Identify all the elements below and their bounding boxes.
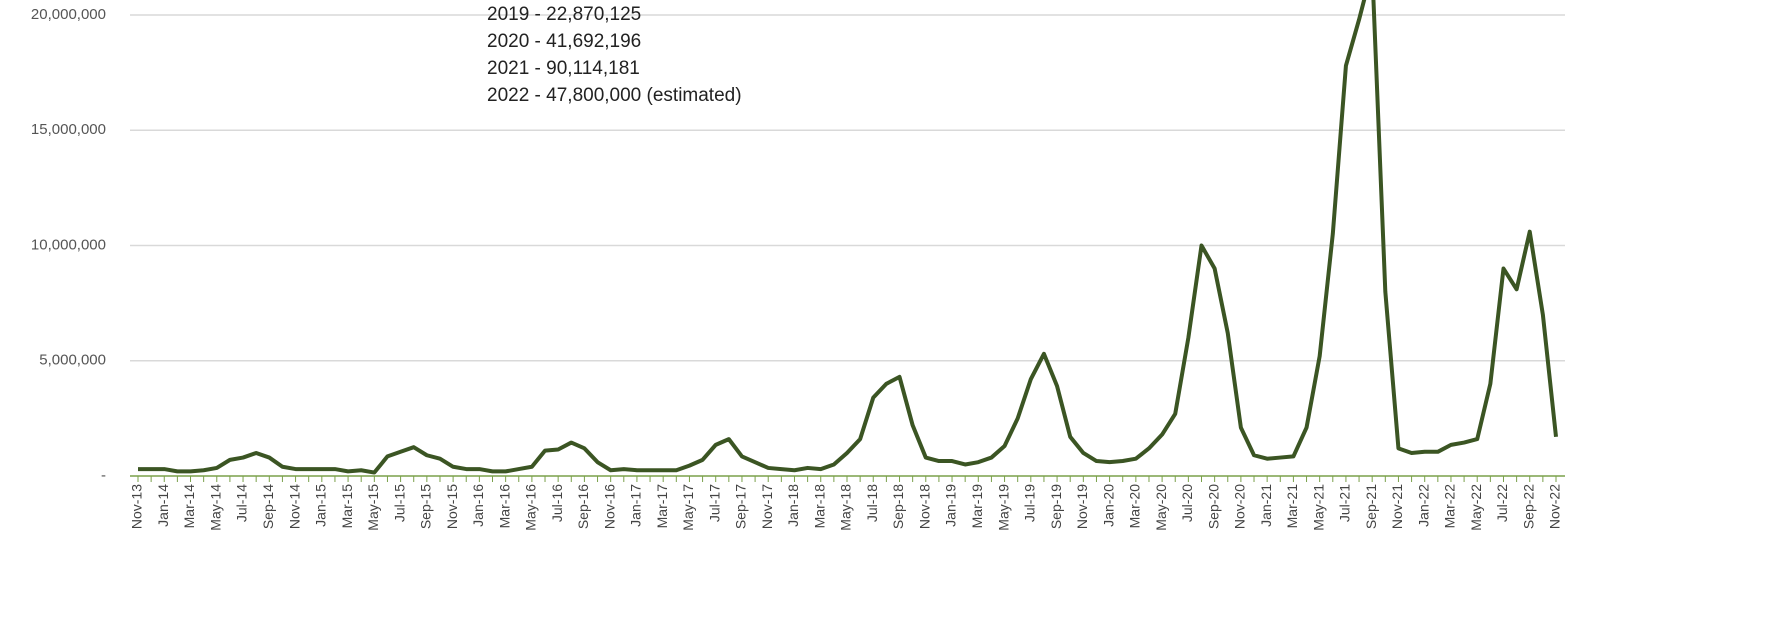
x-tick-label: Nov-15 [444,484,460,529]
series-line [138,0,1558,475]
annotation: 2022 - 47,800,000 (estimated) [487,85,742,106]
x-tick-label: Mar-19 [969,484,985,529]
x-tick-label: Jan-15 [313,484,329,527]
x-tick-label: Sep-15 [418,484,434,529]
x-tick-label: Jan-18 [785,484,801,527]
x-tick-label: May-20 [1153,484,1169,531]
x-tick-label: Mar-22 [1442,484,1458,529]
x-tick-label: Jul-19 [1022,484,1038,522]
y-tick-label: - [101,467,106,484]
x-tick-label: Sep-21 [1363,484,1379,529]
x-tick-label: Nov-22 [1547,484,1563,529]
x-tick-label: May-15 [365,484,381,531]
x-tick-label: Jan-19 [943,484,959,527]
x-tick-label: Jan-21 [1258,484,1274,527]
x-tick-label: Mar-15 [339,484,355,529]
x-tick-label: Nov-18 [916,484,932,529]
x-tick-label: Sep-16 [575,484,591,529]
x-tick-label: May-14 [207,484,223,531]
x-tick-label: Jul-20 [1179,484,1195,522]
x-tick-label: Jan-17 [628,484,644,527]
x-tick-label: Sep-20 [1205,484,1221,529]
x-tick-label: Sep-17 [733,484,749,529]
x-tick-label: Sep-19 [1048,484,1064,529]
x-tick-label: Jul-15 [391,484,407,522]
x-tick-label: Nov-17 [759,484,775,529]
x-tick-label: Sep-22 [1520,484,1536,529]
x-tick-label: Nov-16 [601,484,617,529]
y-tick-label: 10,000,000 [31,236,106,253]
x-tick-label: Nov-21 [1389,484,1405,529]
x-tick-label: May-17 [680,484,696,531]
x-tick-label: Sep-18 [890,484,906,529]
y-tick-label: 5,000,000 [39,352,106,369]
x-tick-label: Jul-18 [864,484,880,522]
x-tick-label: Nov-13 [129,484,145,529]
x-tick-label: Jan-14 [155,484,171,527]
x-tick-label: Jan-22 [1415,484,1431,527]
x-tick-label: May-21 [1310,484,1326,531]
x-tick-label: May-22 [1468,484,1484,531]
x-tick-label: Jul-16 [549,484,565,522]
x-tick-label: Mar-18 [811,484,827,529]
x-tick-label: Jan-20 [1100,484,1116,527]
x-tick-label: Mar-14 [181,484,197,529]
x-tick-label: Nov-20 [1232,484,1248,529]
annotation: 2020 - 41,692,196 [487,31,641,52]
x-tick-label: Nov-19 [1074,484,1090,529]
x-tick-label: May-19 [995,484,1011,531]
x-tick-label: Jul-14 [234,484,250,522]
x-tick-label: May-16 [523,484,539,531]
x-tick-label: Mar-20 [1127,484,1143,529]
x-tick-label: May-18 [838,484,854,531]
y-tick-label: 15,000,000 [31,121,106,138]
x-tick-label: Jul-17 [706,484,722,522]
annotation: 2021 - 90,114,181 [487,58,640,79]
x-tick-label: Jul-21 [1337,484,1353,522]
x-tick-label: Mar-17 [654,484,670,529]
annotation: 2019 - 22,870,125 [487,4,641,25]
x-tick-label: Jul-22 [1494,484,1510,522]
x-tick-label: Mar-16 [496,484,512,529]
y-tick-label: 20,000,000 [31,6,106,23]
x-tick-label: Sep-14 [260,484,276,529]
x-tick-label: Jan-16 [470,484,486,527]
x-tick-label: Nov-14 [286,484,302,529]
x-tick-label: Mar-21 [1284,484,1300,529]
